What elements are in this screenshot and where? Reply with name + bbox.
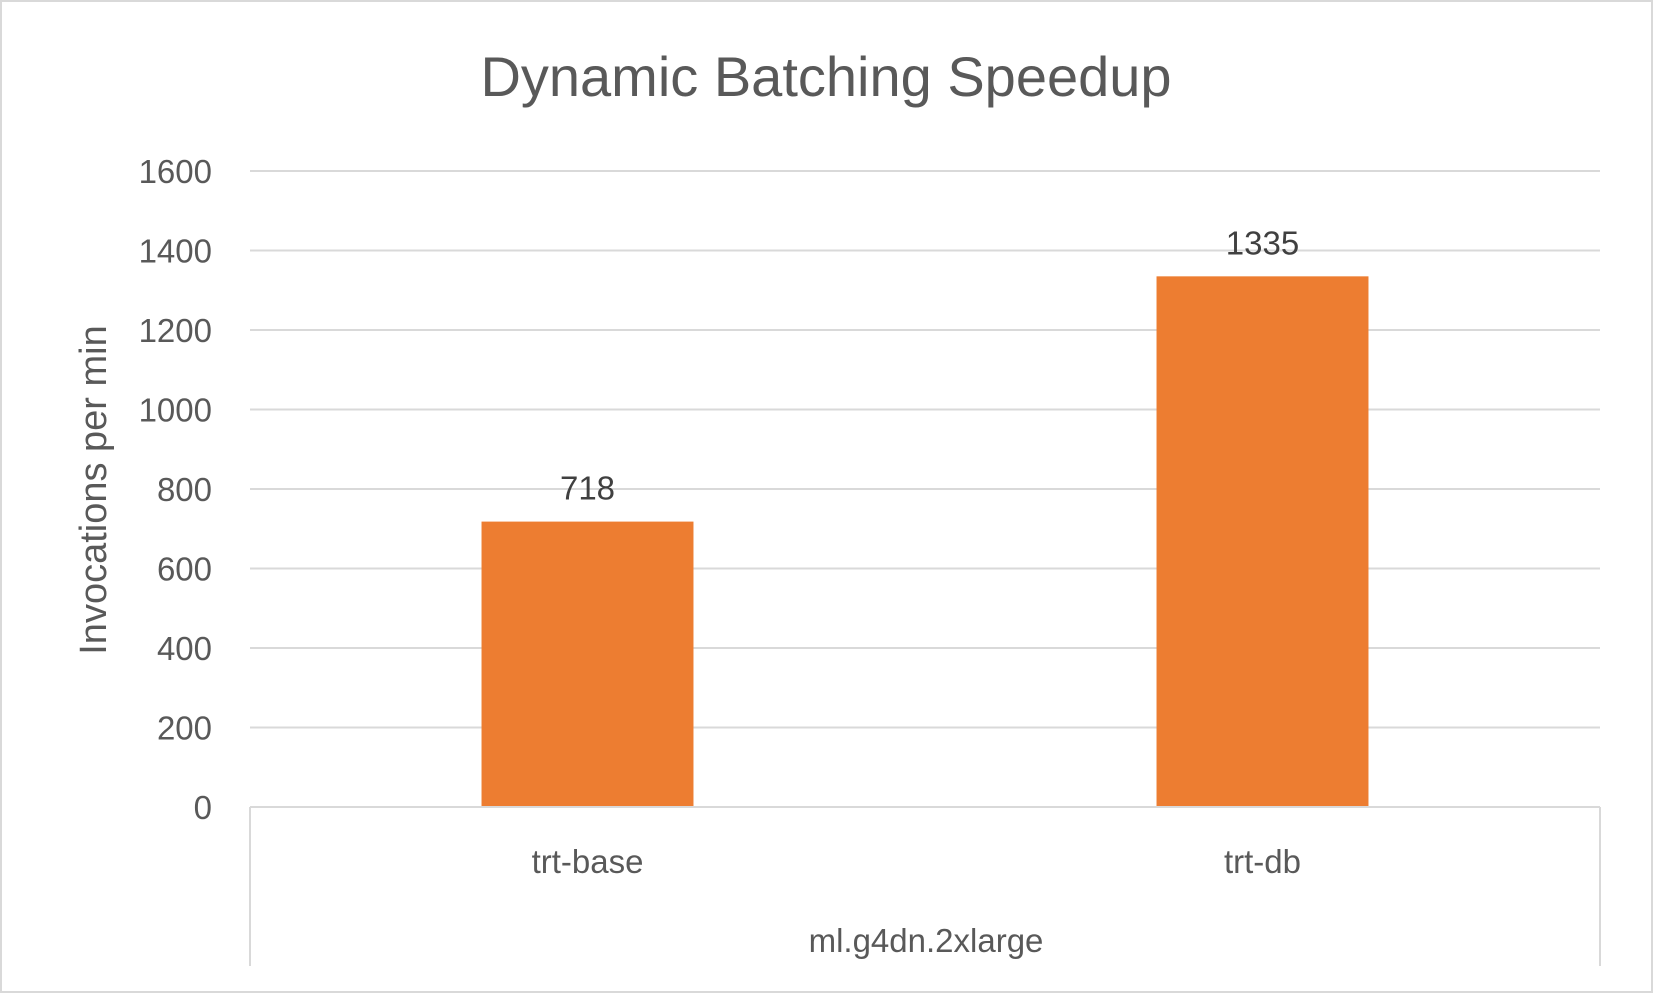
y-tick-label: 0 (194, 789, 212, 826)
x-axis: trt-base trt-db (249, 806, 1601, 966)
data-label-trt-base: 718 (560, 470, 615, 507)
y-tick-label: 200 (157, 710, 212, 747)
bar-trt-db (1156, 276, 1369, 807)
y-tick-label: 1600 (139, 153, 212, 190)
bars (481, 276, 1369, 807)
y-tick-label: 1000 (139, 392, 212, 429)
y-axis-ticks: 0 200 400 600 800 1000 1200 1400 1600 (139, 153, 212, 826)
y-tick-label: 1200 (139, 312, 212, 349)
y-tick-label: 400 (157, 630, 212, 667)
gridlines (250, 170, 1600, 729)
x-tick-label-trt-base: trt-base (532, 843, 644, 880)
data-labels: 718 1335 (560, 224, 1299, 506)
y-tick-label: 1400 (139, 233, 212, 270)
x-axis-group-label: ml.g4dn.2xlarge (809, 922, 1044, 959)
chart-title: Dynamic Batching Speedup (480, 45, 1171, 108)
y-tick-label: 800 (157, 471, 212, 508)
bar-trt-base (481, 521, 694, 807)
y-tick-label: 600 (157, 551, 212, 588)
y-axis-title: Invocations per min (73, 325, 115, 655)
x-tick-label-trt-db: trt-db (1224, 843, 1301, 880)
data-label-trt-db: 1335 (1226, 224, 1299, 261)
